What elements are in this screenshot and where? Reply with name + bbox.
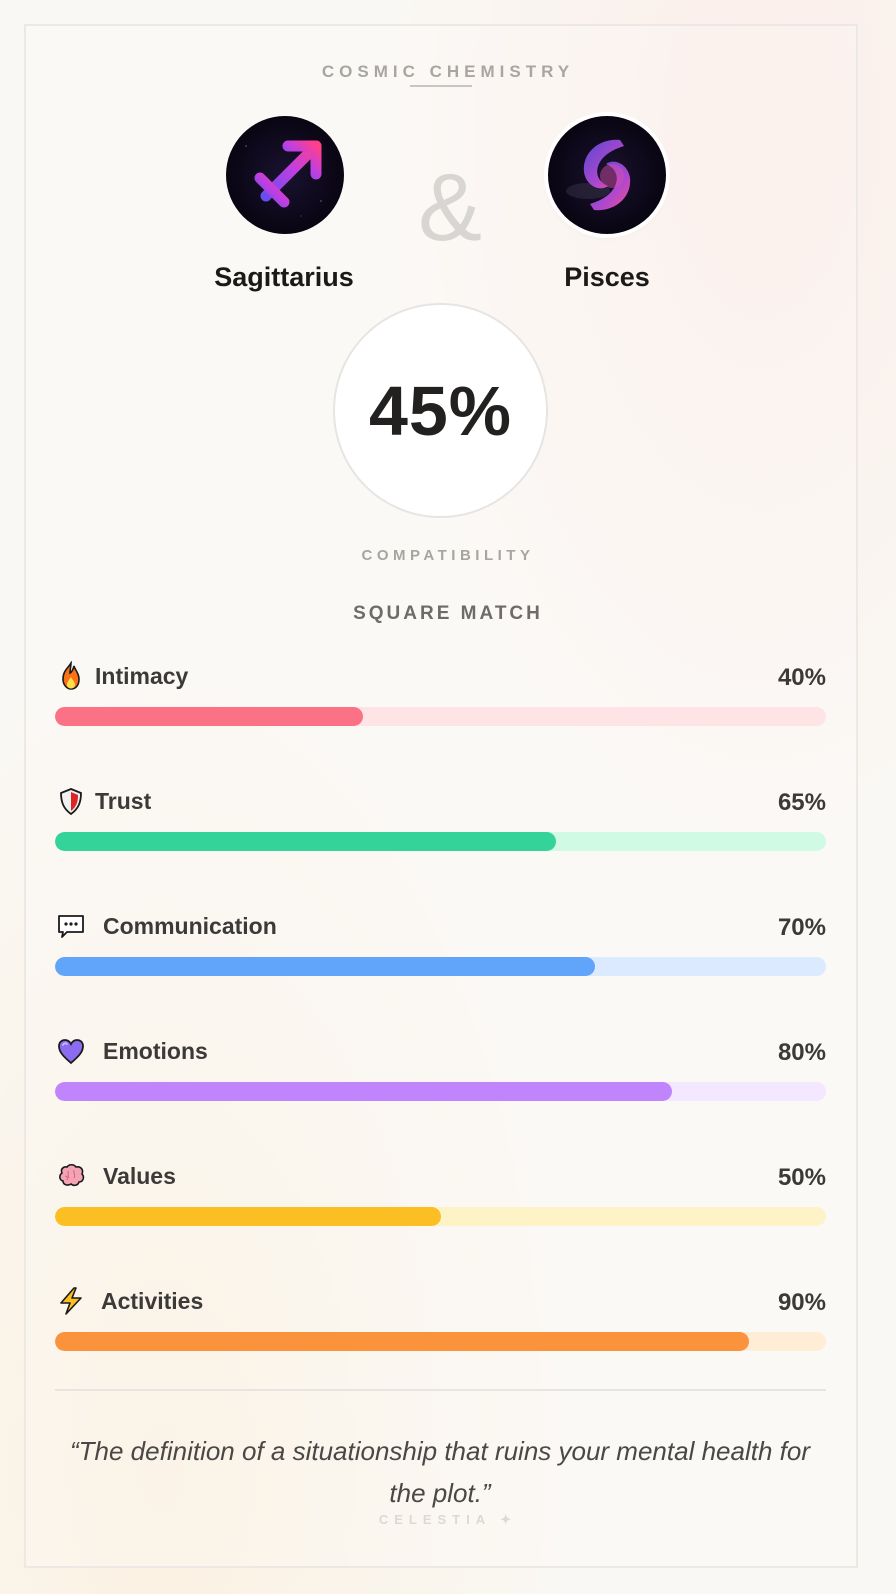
fire-icon	[55, 660, 87, 692]
divider	[55, 1389, 826, 1391]
brain-icon	[55, 1160, 87, 1192]
metric-label: Values	[103, 1163, 176, 1189]
left-sign-name: Sagittarius	[214, 262, 354, 292]
metric-value: 70%	[777, 914, 826, 941]
progress-fill	[55, 1082, 672, 1101]
ampersand-separator: &	[418, 154, 483, 261]
lightning-icon	[55, 1285, 87, 1317]
metric-value: 80%	[777, 1039, 826, 1066]
metric-label: Intimacy	[95, 663, 189, 689]
compatibility-card	[24, 24, 858, 1568]
compatibility-label: COMPATIBILITY	[361, 547, 535, 564]
progress-fill	[55, 957, 595, 976]
right-sign-name: Pisces	[564, 262, 650, 292]
progress-bar	[55, 957, 826, 976]
progress-bar	[55, 1207, 826, 1226]
sagittarius-arrow-icon	[245, 140, 322, 217]
shield-icon	[55, 785, 87, 817]
metric-emotions: Emotions 80%	[55, 1035, 826, 1105]
metric-intimacy: Intimacy 40%	[55, 660, 826, 730]
brand-watermark: CELESTIA ✦	[378, 1512, 518, 1527]
eyebrow-underline	[410, 85, 472, 87]
compatibility-score: 45%	[368, 371, 513, 450]
eyebrow-title: COSMIC CHEMISTRY	[321, 62, 575, 81]
metric-label: Trust	[95, 788, 152, 814]
compatibility-quote: “The definition of a situationship that …	[70, 1436, 810, 1508]
progress-bar	[55, 832, 826, 851]
metric-communication: Communication 70%	[55, 910, 826, 980]
progress-fill	[55, 1332, 749, 1351]
pisces-fish-icon	[566, 139, 631, 211]
metric-label: Communication	[103, 913, 277, 939]
score-circle: 45%	[333, 303, 548, 518]
metric-value: 90%	[777, 1289, 826, 1316]
metric-activities: Activities 90%	[55, 1285, 826, 1355]
progress-bar	[55, 1332, 826, 1351]
metric-trust: Trust 65%	[55, 785, 826, 855]
match-type: SQUARE MATCH	[353, 603, 543, 624]
sagittarius-avatar	[226, 116, 344, 234]
purple-heart-icon	[55, 1035, 87, 1067]
progress-fill	[55, 1207, 441, 1226]
progress-bar	[55, 1082, 826, 1101]
pisces-avatar	[548, 116, 666, 234]
metric-label: Emotions	[103, 1038, 208, 1064]
metric-value: 65%	[777, 789, 826, 816]
metric-value: 40%	[777, 664, 826, 691]
metric-value: 50%	[777, 1164, 826, 1191]
progress-bar	[55, 707, 826, 726]
metric-values: Values 50%	[55, 1160, 826, 1230]
metric-label: Activities	[101, 1288, 204, 1314]
progress-fill	[55, 707, 364, 726]
speech-bubble-icon	[55, 910, 87, 942]
progress-fill	[55, 832, 557, 851]
